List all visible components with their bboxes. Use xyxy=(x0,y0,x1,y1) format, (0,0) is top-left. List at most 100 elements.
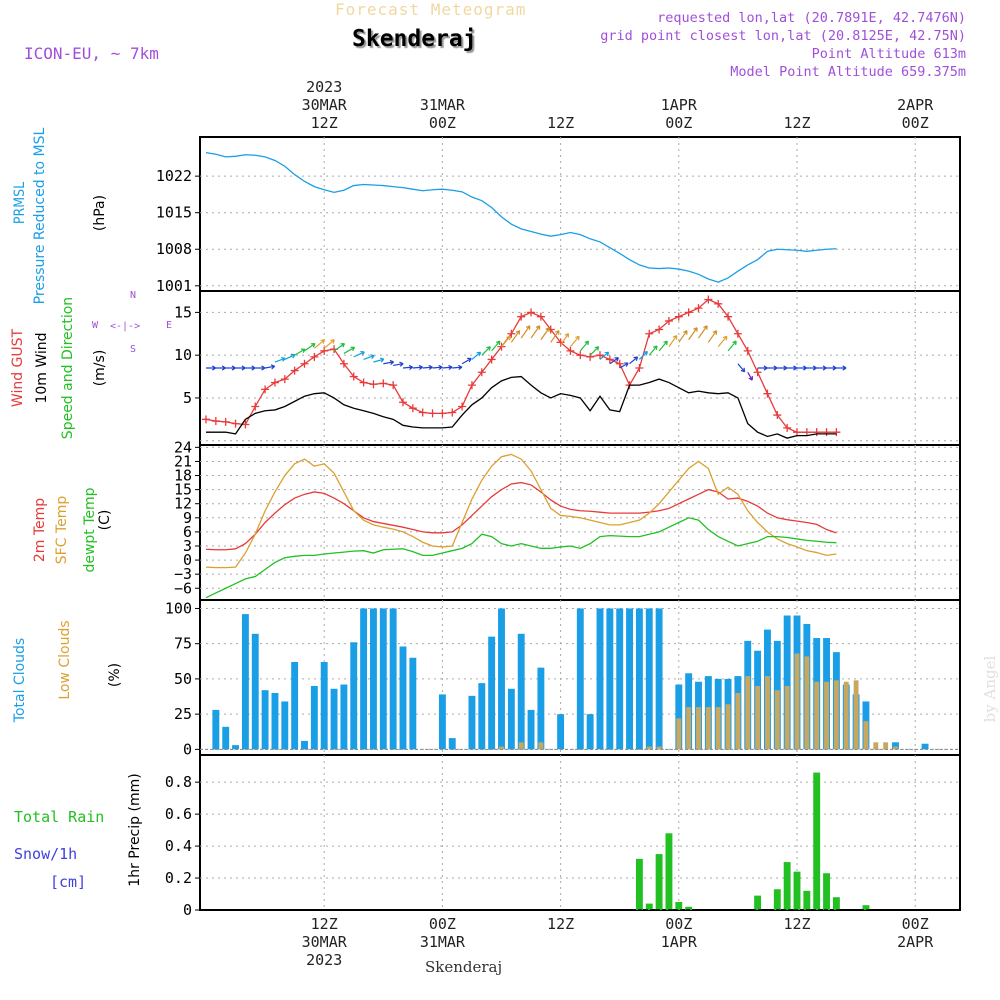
gust-marker xyxy=(566,346,575,355)
gust-marker xyxy=(487,355,496,364)
temp-axis-tick-label: 21 xyxy=(174,452,192,470)
cloud-axis-tick-label: 0 xyxy=(183,740,192,758)
rain-label: Total Rain xyxy=(14,808,105,826)
low-cloud-bar xyxy=(784,685,790,750)
wind-direction-arrow xyxy=(481,346,491,356)
requested-coords: requested lon,lat (20.7891E, 42.7476N) xyxy=(657,10,966,26)
total-cloud-bar xyxy=(350,642,358,750)
gust-marker xyxy=(369,380,378,389)
wind-direction-arrow xyxy=(727,340,737,352)
total-cloud-bar xyxy=(281,701,289,750)
low-cloud-bar xyxy=(814,681,820,750)
low-cloud-bar xyxy=(755,685,761,750)
temp-axis-tick-label: 24 xyxy=(174,438,192,456)
wind-direction-arrow xyxy=(304,342,316,352)
low-cloud-bar xyxy=(518,742,524,750)
gust-marker xyxy=(773,411,782,420)
time-label-bottom: 00Z xyxy=(665,915,692,933)
wind-axis-tick-label: 10 xyxy=(174,346,192,364)
total-cloud-bar xyxy=(596,608,604,750)
wind-direction-arrow xyxy=(816,365,827,371)
temp-axis-tick-label: 18 xyxy=(174,467,192,485)
rain-bar xyxy=(813,772,821,910)
wind-direction-arrow xyxy=(264,364,276,370)
total-cloud-bar xyxy=(921,743,929,750)
total-cloud-bar xyxy=(626,608,633,750)
wind-direction-arrow xyxy=(452,364,463,370)
low-cloud-bar xyxy=(833,680,839,750)
low-cloud-bar xyxy=(804,656,810,750)
wind-direction-arrow xyxy=(343,346,356,354)
total-cloud-bar xyxy=(576,608,584,750)
rain-bar xyxy=(675,902,683,910)
cloud-axis-tick-label: 25 xyxy=(174,705,192,723)
gust-marker xyxy=(467,381,476,390)
gust-marker xyxy=(586,352,595,361)
gust-marker xyxy=(536,312,545,321)
gust-marker xyxy=(674,312,683,321)
wind-direction-arrow xyxy=(747,371,753,381)
temp-2m-line xyxy=(205,481,837,551)
gust-marker xyxy=(714,299,723,308)
gust-marker xyxy=(793,428,801,437)
gust-marker xyxy=(527,308,536,317)
wind-direction-arrow xyxy=(668,335,678,347)
time-label-bottom: 31MAR xyxy=(420,933,466,951)
low-cloud-bar xyxy=(656,746,662,750)
wind-direction-arrow xyxy=(442,364,453,370)
low-cloud-bar xyxy=(853,680,859,750)
snow-label: Snow/1h xyxy=(14,845,78,863)
gust-marker xyxy=(448,408,457,417)
rain-bar xyxy=(862,905,870,910)
gust-marker xyxy=(438,409,447,418)
wind-direction-arrow xyxy=(658,340,668,352)
gust-marker xyxy=(280,375,289,384)
total-cloud-bar xyxy=(320,662,328,750)
point-altitude: Point Altitude 613m xyxy=(811,46,966,62)
time-label-top: 30MAR xyxy=(302,96,348,114)
precip-axis-tick-label: 0.8 xyxy=(165,773,192,791)
rain-bar xyxy=(685,906,693,910)
total-cloud-bar xyxy=(291,662,299,750)
gust-marker xyxy=(290,366,299,375)
low-cloud-bar xyxy=(774,690,780,750)
low-cloud-bar xyxy=(696,707,701,750)
rain-bar xyxy=(635,858,643,910)
cloud-axis-tick-label: 75 xyxy=(174,635,192,653)
total-cloud-bar xyxy=(379,608,387,750)
compass-cross: <-|-> xyxy=(110,321,141,332)
wind-axis-tick-label: 15 xyxy=(174,303,192,321)
time-label-top: 12Z xyxy=(547,114,574,132)
gust-marker xyxy=(556,338,565,347)
wind-direction-arrow xyxy=(520,325,531,339)
time-label-bottom: 12Z xyxy=(783,915,810,933)
wind-direction-arrow xyxy=(609,357,619,365)
temp-axis-tick-label: 12 xyxy=(174,495,192,513)
wind-direction-arrow xyxy=(501,335,511,347)
wind-direction-arrow xyxy=(678,330,688,343)
pressure-axis-tick-label: 1001 xyxy=(156,277,192,295)
low-cloud-bar xyxy=(843,681,849,750)
total-cloud-bar xyxy=(468,695,476,750)
total-cloud-bar xyxy=(340,684,348,750)
total-cloud-bar xyxy=(330,688,338,750)
temp-axis-tick-label: −3 xyxy=(174,565,192,583)
time-label-bottom: 00Z xyxy=(429,915,456,933)
wind-direction-arrow xyxy=(717,335,728,347)
rain-bar xyxy=(793,871,801,910)
rain-bar xyxy=(783,862,791,910)
wind-direction-arrow xyxy=(323,339,335,349)
wind-direction-arrow xyxy=(787,365,798,371)
wind-direction-arrow xyxy=(560,333,570,346)
wind-direction-arrow xyxy=(579,340,590,352)
pressure-panel-frame xyxy=(199,136,961,292)
wind-direction-arrow xyxy=(569,335,580,347)
cloud-axis-tick-label: 50 xyxy=(174,670,192,688)
grid-coords: grid point closest lon,lat (20.8125E, 42… xyxy=(600,28,966,44)
total-cloud-bar xyxy=(409,657,417,750)
wind-direction-arrow xyxy=(806,365,817,371)
wind-direction-arrow xyxy=(767,365,778,371)
gust-marker xyxy=(517,312,526,321)
wind-direction-arrow xyxy=(797,365,808,371)
time-label-top: 2APR xyxy=(897,96,934,114)
